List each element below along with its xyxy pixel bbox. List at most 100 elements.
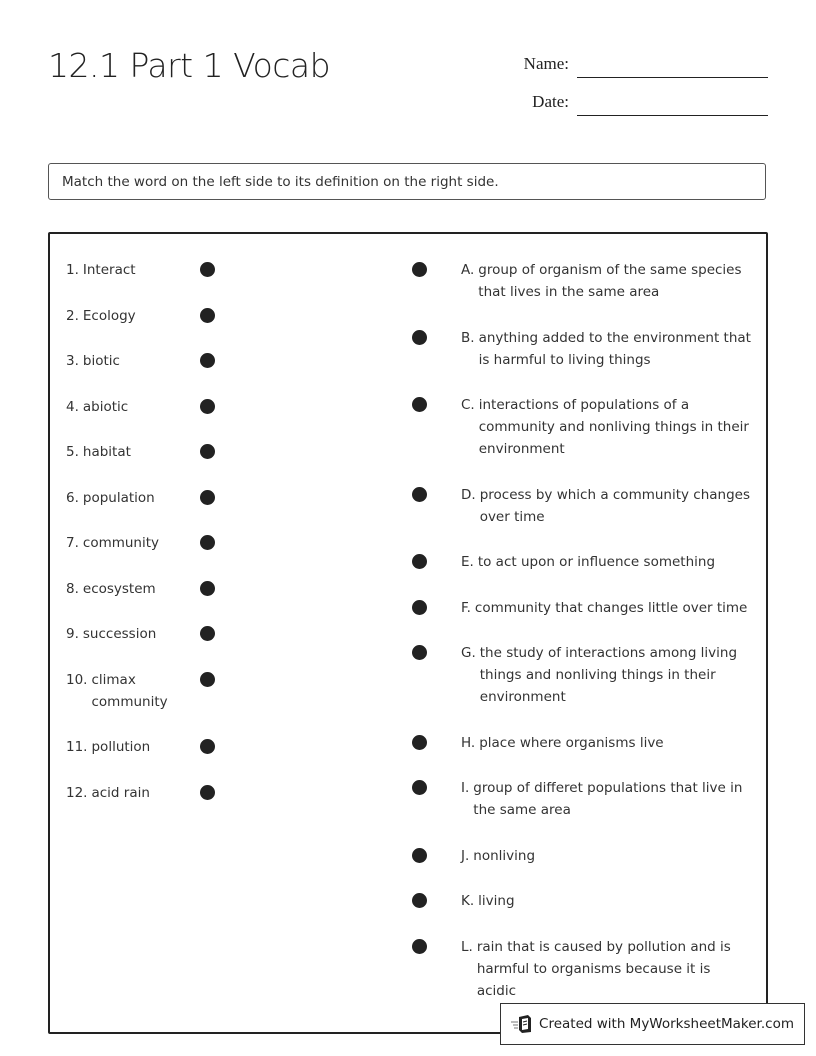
name-field[interactable]: Name: <box>440 48 768 78</box>
match-dot[interactable] <box>412 893 427 908</box>
definition-item: C. interactions of populations of a commu… <box>412 394 752 460</box>
match-dot[interactable] <box>412 262 427 277</box>
match-dot[interactable] <box>412 599 427 615</box>
definition-letter: E. <box>461 554 474 570</box>
definition-item: D. process by which a community changes o… <box>412 484 752 528</box>
definition-item: L. rain that is caused by pollution and i… <box>412 936 752 1002</box>
word-item: 10. climax community <box>66 669 236 713</box>
definition-letter: H. <box>461 734 476 751</box>
word-text: Interact <box>82 262 136 278</box>
word-text: climax community <box>91 671 168 710</box>
match-dot[interactable] <box>200 307 215 323</box>
definition-letter: L. <box>461 938 473 955</box>
name-line[interactable] <box>577 77 768 78</box>
match-dot[interactable] <box>412 847 427 863</box>
word-text: biotic <box>82 353 120 369</box>
match-dot[interactable] <box>200 580 215 596</box>
name-label: Name: <box>523 54 569 73</box>
word-text: ecosystem <box>82 580 156 597</box>
match-dot[interactable] <box>200 398 215 414</box>
word-text: acid rain <box>91 784 150 801</box>
match-dot[interactable] <box>200 535 215 550</box>
definition-text: to act upon or influence something <box>477 554 716 570</box>
word-item: 12. acid rain <box>66 782 236 804</box>
definition-text: group of organism of the same species th… <box>478 262 742 300</box>
match-dot[interactable] <box>412 486 427 502</box>
match-dot[interactable] <box>412 780 427 795</box>
match-dot[interactable] <box>412 645 427 660</box>
word-text: Ecology <box>82 307 136 324</box>
definition-letter: A. <box>461 262 475 278</box>
word-text: abiotic <box>82 398 129 415</box>
definition-text: community that changes little over time <box>474 599 748 616</box>
word-text: community <box>82 535 160 551</box>
word-number: 4. <box>66 398 79 415</box>
definition-item: A. group of organism of the same species … <box>412 259 752 303</box>
word-number: 11. <box>66 739 88 755</box>
worksheet-maker-logo-icon <box>511 1015 532 1033</box>
definition-letter: C. <box>461 397 475 413</box>
word-item: 5. habitat <box>66 441 236 463</box>
word-text: succession <box>82 626 157 642</box>
definition-letter: F. <box>461 599 471 616</box>
word-number: 7. <box>66 535 79 551</box>
word-list: 1. Interact 2. Ecology 3. biotic 4. abiotic 5. ha… <box>66 259 236 827</box>
definition-text: the study of interactions among living t… <box>479 645 738 705</box>
definition-letter: G. <box>461 645 476 661</box>
match-dot[interactable] <box>200 671 215 687</box>
page-title: 12.1 Part 1 Vocab <box>48 46 331 85</box>
word-number: 1. <box>66 262 79 278</box>
definition-text: interactions of populations of a communi… <box>478 397 749 457</box>
word-item: 2. Ecology <box>66 305 236 327</box>
word-item: 9. succession <box>66 623 236 645</box>
match-dot[interactable] <box>412 397 427 412</box>
definition-item: E. to act upon or influence something <box>412 551 752 573</box>
match-dot[interactable] <box>200 626 215 641</box>
definition-item: B. anything added to the environment that… <box>412 327 752 371</box>
match-dot[interactable] <box>412 734 427 750</box>
word-number: 5. <box>66 444 79 460</box>
footer-badge: Created with MyWorksheetMaker.com <box>500 1003 805 1045</box>
word-text: habitat <box>82 444 131 460</box>
definition-item: I. group of differet populations that liv… <box>412 777 752 821</box>
definition-letter: I. <box>461 780 470 796</box>
definition-letter: K. <box>461 893 475 909</box>
instructions: Match the word on the left side to its d… <box>48 163 766 200</box>
match-dot[interactable] <box>200 262 215 277</box>
match-dot[interactable] <box>412 554 427 569</box>
word-number: 12. <box>66 784 88 801</box>
word-number: 8. <box>66 580 79 597</box>
definition-text: anything added to the environment that i… <box>478 329 751 368</box>
definition-item: F. community that changes little over tim… <box>412 597 752 619</box>
word-item: 8. ecosystem <box>66 578 236 600</box>
match-dot[interactable] <box>412 938 427 954</box>
word-item: 11. pollution <box>66 736 236 758</box>
word-item: 3. biotic <box>66 350 236 372</box>
definition-text: living <box>478 893 515 909</box>
matching-box: 1. Interact 2. Ecology 3. biotic 4. abiotic 5. ha… <box>48 232 768 1034</box>
word-number: 3. <box>66 353 79 369</box>
word-item: 6. population <box>66 487 236 509</box>
footer-text: Created with MyWorksheetMaker.com <box>539 1016 794 1032</box>
match-dot[interactable] <box>200 444 215 459</box>
word-text: pollution <box>91 739 151 755</box>
word-number: 9. <box>66 626 79 642</box>
definition-text: group of differet populations that live … <box>473 780 743 818</box>
definition-text: rain that is caused by pollution and is … <box>476 938 731 999</box>
definition-item: H. place where organisms live <box>412 732 752 754</box>
match-dot[interactable] <box>200 739 215 754</box>
word-text: population <box>82 489 155 506</box>
match-dot[interactable] <box>412 329 427 345</box>
match-dot[interactable] <box>200 784 215 800</box>
definition-item: G. the study of interactions among living… <box>412 642 752 708</box>
word-number: 2. <box>66 307 79 324</box>
definition-text: process by which a community changes ove… <box>479 486 751 525</box>
date-line[interactable] <box>577 115 768 116</box>
definition-text: place where organisms live <box>479 734 664 751</box>
word-number: 10. <box>66 671 88 688</box>
match-dot[interactable] <box>200 353 215 368</box>
match-dot[interactable] <box>200 489 215 505</box>
date-field[interactable]: Date: <box>440 86 768 116</box>
definition-item: K. living <box>412 890 752 912</box>
word-item: 1. Interact <box>66 259 236 281</box>
